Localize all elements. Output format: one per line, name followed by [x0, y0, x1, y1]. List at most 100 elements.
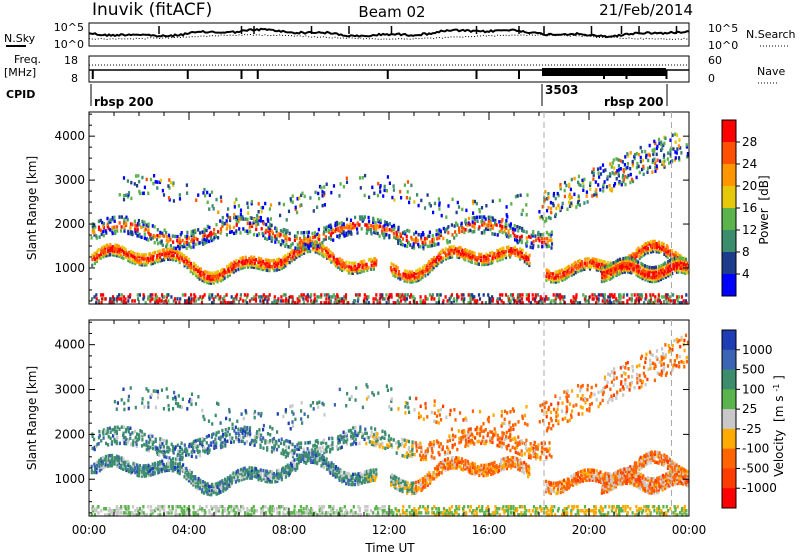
power-cell	[539, 299, 542, 303]
velocity-cell	[149, 469, 152, 473]
power-cell	[127, 193, 130, 197]
power-cell	[402, 295, 405, 299]
power-cell	[258, 232, 261, 236]
velocity-cell	[583, 476, 586, 481]
power-cell	[374, 257, 377, 261]
power-cell	[587, 257, 590, 261]
velocity-cell	[453, 460, 457, 464]
power-cell	[325, 254, 328, 258]
velocity-cell	[145, 439, 148, 444]
power-cell	[199, 271, 202, 275]
power-cell	[121, 245, 124, 249]
velocity-cell	[523, 460, 526, 465]
power-cell	[120, 225, 123, 229]
power-cell	[248, 299, 252, 303]
velocity-cell	[121, 458, 124, 462]
power-cell	[186, 242, 189, 246]
power-cell	[208, 207, 211, 211]
power-cell	[621, 262, 624, 267]
velocity-cell	[421, 481, 424, 485]
power-cell	[419, 244, 422, 249]
velocity-cell	[153, 469, 156, 474]
power-cell	[409, 276, 412, 280]
power-cell	[593, 261, 596, 266]
power-cell	[650, 279, 653, 284]
power-cell	[436, 255, 439, 260]
power-cell	[216, 293, 219, 297]
velocity-cell	[188, 476, 191, 481]
velocity-cell	[249, 476, 252, 480]
velocity-cell	[217, 491, 220, 495]
power-cell	[482, 223, 485, 227]
power-cell	[391, 270, 394, 274]
velocity-cell	[413, 491, 416, 495]
velocity-cell	[199, 478, 202, 483]
power-cell	[421, 231, 425, 235]
power-cell	[412, 278, 416, 282]
power-cell	[305, 297, 308, 301]
power-cell	[462, 293, 465, 297]
velocity-cell	[339, 474, 342, 478]
power-cell	[648, 153, 651, 158]
power-cell	[143, 185, 146, 190]
power-cell	[648, 143, 651, 148]
power-cell	[570, 269, 573, 273]
cpid-segment-2: 3503	[545, 83, 578, 97]
power-cell	[570, 273, 573, 277]
power-cell	[329, 299, 332, 303]
velocity-cell	[165, 468, 168, 473]
velocity-cell	[561, 487, 564, 492]
power-cell	[594, 180, 597, 184]
power-cell	[577, 174, 580, 179]
velocity-cell	[560, 481, 564, 486]
power-cell	[647, 278, 650, 283]
power-cell	[204, 193, 207, 198]
power-cell	[595, 264, 598, 268]
velocity-cell	[518, 466, 522, 470]
power-cell	[431, 234, 434, 238]
power-cell	[519, 235, 522, 240]
power-cell	[219, 273, 222, 277]
power-cell	[251, 224, 254, 228]
power-cell	[138, 252, 141, 257]
velocity-cell	[163, 465, 166, 469]
power-cell	[170, 295, 173, 299]
velocity-cell	[218, 482, 221, 486]
power-cell	[394, 236, 398, 241]
power-cell	[436, 293, 439, 297]
power-cell	[663, 252, 666, 256]
velocity-cell	[288, 471, 291, 476]
power-cell	[221, 224, 224, 228]
velocity-cell	[98, 468, 101, 473]
velocity-cell	[580, 474, 583, 478]
power-cell	[341, 227, 344, 231]
power-cell	[610, 264, 613, 268]
power-cell	[559, 182, 562, 187]
velocity-cell	[584, 472, 587, 477]
power-cell	[149, 258, 152, 262]
power-cell	[145, 261, 148, 265]
velocity-cell	[290, 462, 293, 466]
power-cell	[404, 232, 407, 236]
power-cell	[281, 299, 285, 303]
velocity-cell	[505, 466, 508, 471]
power-cell	[609, 272, 612, 276]
power-cell	[657, 244, 660, 248]
power-cell	[638, 170, 641, 175]
velocity-cell	[422, 485, 425, 489]
velocity-cell	[545, 483, 548, 488]
power-cell	[406, 244, 409, 249]
power-cell	[664, 263, 667, 267]
power-cell	[372, 216, 375, 221]
power-cell	[651, 245, 654, 250]
power-cell	[220, 271, 223, 275]
power-cell	[109, 247, 112, 251]
power-cell	[350, 226, 353, 230]
velocity-cell	[444, 458, 447, 462]
power-cell	[217, 272, 220, 276]
velocity-cell	[137, 469, 140, 474]
power-cell	[162, 248, 166, 252]
power-cell	[229, 215, 232, 220]
power-cell	[153, 240, 156, 245]
power-cell	[613, 184, 616, 188]
